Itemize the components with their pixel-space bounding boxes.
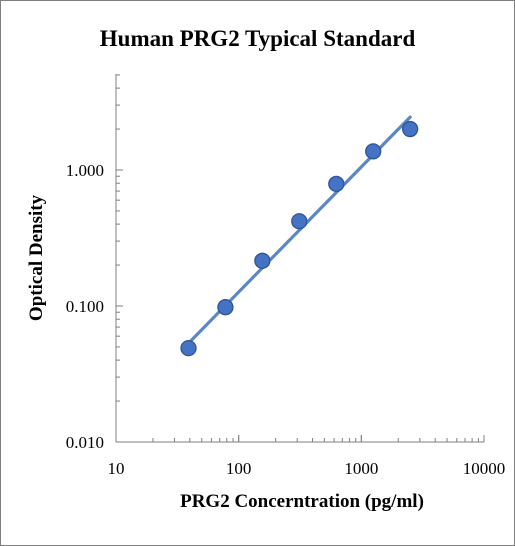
data-point: [254, 252, 271, 269]
x-tick-label: 10: [108, 459, 125, 478]
y-tick-label: 0.100: [66, 297, 104, 316]
data-point: [365, 143, 382, 160]
x-tick-label: 1000: [344, 459, 378, 478]
y-axis-title: Optical Density: [26, 194, 47, 321]
data-point: [291, 213, 308, 230]
axes: 10 100 1000 10000 0.010 0.100 1.000: [66, 74, 506, 478]
x-tick-label: 100: [226, 459, 252, 478]
x-axis-title: PRG2 Concerntration (pg/ml): [180, 491, 424, 512]
data-point: [401, 120, 419, 138]
x-tick-label: 10000: [463, 459, 506, 478]
y-tick-label: 0.010: [66, 433, 104, 452]
data-point: [217, 299, 234, 316]
y-tick-label: 1.000: [66, 161, 104, 180]
data-point: [328, 175, 345, 193]
data-points: [180, 120, 419, 357]
data-point: [180, 339, 197, 357]
chart-title: Human PRG2 Typical Standard: [99, 26, 416, 51]
